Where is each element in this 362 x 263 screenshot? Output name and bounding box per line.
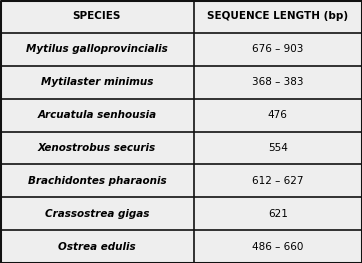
Text: 368 – 383: 368 – 383 [252, 77, 304, 87]
Text: SPECIES: SPECIES [73, 11, 121, 22]
Text: Xenostrobus securis: Xenostrobus securis [38, 143, 156, 153]
Text: Mytilus galloprovincialis: Mytilus galloprovincialis [26, 44, 168, 54]
Text: 612 – 627: 612 – 627 [252, 176, 304, 186]
Text: Brachidontes pharaonis: Brachidontes pharaonis [28, 176, 166, 186]
Text: 486 – 660: 486 – 660 [252, 241, 303, 252]
Text: 554: 554 [268, 143, 288, 153]
Text: Arcuatula senhousia: Arcuatula senhousia [37, 110, 156, 120]
Text: 621: 621 [268, 209, 288, 219]
Text: SEQUENCE LENGTH (bp): SEQUENCE LENGTH (bp) [207, 11, 348, 22]
Text: 476: 476 [268, 110, 288, 120]
Text: Mytilaster minimus: Mytilaster minimus [41, 77, 153, 87]
Text: Ostrea edulis: Ostrea edulis [58, 241, 136, 252]
Text: Crassostrea gigas: Crassostrea gigas [45, 209, 149, 219]
Text: 676 – 903: 676 – 903 [252, 44, 303, 54]
